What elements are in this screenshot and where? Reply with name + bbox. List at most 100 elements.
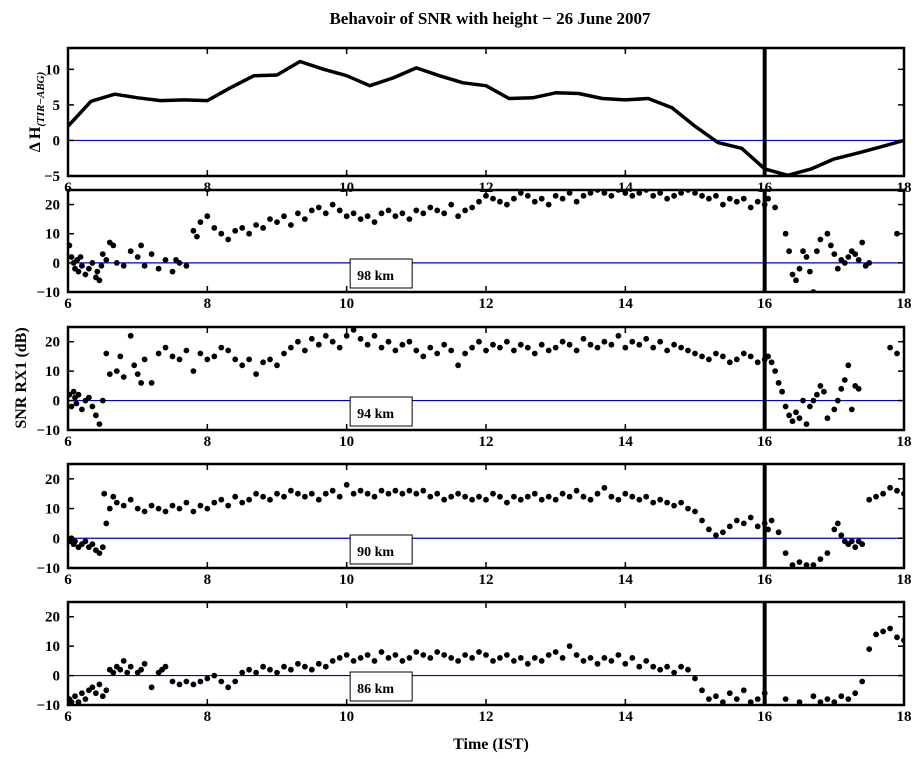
snr-data-point (176, 260, 183, 266)
top-panel-ylabel: Δ H(TIR−ABG) (27, 72, 47, 153)
snr-data-point (343, 213, 350, 220)
snr-data-point (246, 356, 253, 363)
snr-data-point (720, 529, 726, 536)
x-tick-label: 10 (339, 180, 354, 196)
snr-data-point (713, 532, 719, 539)
snr-data-point (225, 502, 232, 509)
snr-data-point (699, 192, 705, 199)
snr-data-point (490, 195, 496, 202)
snr-data-point (706, 356, 712, 363)
snr-data-point (511, 658, 517, 664)
snr-data-point (524, 493, 531, 500)
snr-data-point (587, 496, 594, 503)
snr-data-point (204, 356, 211, 363)
snr-data-point (768, 517, 775, 524)
snr-data-point (786, 412, 792, 419)
snr-data-point (155, 265, 162, 272)
snr-data-point (315, 660, 322, 667)
x-tick-label: 12 (479, 180, 494, 196)
snr-data-point (483, 652, 489, 658)
snr-data-point (873, 493, 879, 500)
snr-data-point (448, 347, 455, 354)
snr-data-point (72, 693, 78, 700)
x-tick-label: 6 (64, 296, 72, 312)
snr-data-point (288, 666, 294, 673)
snr-data-point (699, 517, 705, 524)
snr-data-point (79, 406, 85, 413)
x-tick-label: 16 (757, 709, 773, 725)
snr-data-point (747, 514, 754, 521)
x-tick-label: 12 (479, 296, 494, 312)
snr-data-point (817, 556, 824, 562)
snr-data-point (803, 254, 810, 260)
snr-data-point (657, 190, 664, 196)
snr-data-point (538, 195, 545, 202)
top-panel-ylabel-main: Δ H (27, 126, 44, 152)
snr-data-point (420, 487, 427, 494)
snr-data-point (855, 257, 862, 263)
snr-data-point (93, 412, 99, 419)
snr-data-point (267, 496, 273, 503)
snr-data-point (726, 690, 733, 697)
snr-data-point (573, 487, 580, 494)
snr-data-point (810, 693, 817, 700)
snr-data-point (531, 655, 538, 661)
snr-data-point (476, 338, 482, 345)
snr-data-point (817, 236, 824, 243)
snr-data-point (828, 242, 834, 249)
snr-data-point (608, 493, 615, 500)
y-tick-label: −10 (36, 698, 60, 714)
snr-data-point (274, 362, 280, 369)
snr-data-point (800, 397, 806, 404)
snr-data-point (399, 490, 406, 497)
snr-data-point (176, 505, 183, 512)
snr-data-point (89, 541, 96, 548)
x-tick-label: 14 (618, 434, 634, 450)
snr-data-point (866, 646, 873, 652)
snr-data-point (775, 529, 782, 536)
snr-data-point (650, 663, 657, 670)
snr-data-point (601, 190, 608, 196)
x-tick-label: 8 (204, 296, 212, 312)
y-tick-label: 0 (53, 394, 61, 410)
snr-data-point (678, 499, 684, 506)
snr-data-point (329, 201, 336, 208)
snr-data-point (622, 490, 629, 497)
snr-data-point (807, 403, 813, 410)
snr-data-point (796, 265, 803, 272)
snr-data-point (713, 350, 719, 357)
snr-data-point (671, 669, 677, 676)
snr-data-point (786, 248, 792, 255)
snr-data-point (183, 678, 190, 685)
snr-data-point (873, 631, 879, 638)
snr-data-point (75, 268, 82, 275)
snr-data-point (573, 347, 580, 354)
snr-data-point (190, 227, 197, 234)
snr-data-point (225, 236, 232, 243)
snr-data-point (699, 687, 705, 694)
snr-data-point (110, 242, 117, 249)
snr-data-point (455, 490, 461, 497)
snr-data-point (420, 652, 427, 658)
snr-data-point (197, 502, 204, 509)
snr-data-point (274, 490, 280, 497)
snr-data-point (267, 216, 273, 223)
x-tick-label: 14 (618, 180, 634, 196)
snr-data-point (434, 649, 441, 655)
snr-data-point (545, 201, 552, 208)
snr-data-point (427, 344, 434, 351)
snr-data-point (239, 669, 246, 676)
snr-data-point (524, 344, 531, 351)
snr-data-point (601, 338, 608, 345)
snr-data-point (110, 493, 117, 500)
snr-data-point (371, 219, 378, 226)
snr-data-point (894, 487, 900, 494)
snr-data-point (89, 260, 96, 266)
x-tick-label: 8 (204, 572, 212, 588)
snr-data-point (98, 262, 105, 269)
snr-data-point (880, 490, 886, 497)
snr-data-point (364, 341, 371, 348)
snr-data-point (204, 505, 211, 512)
snr-data-point (650, 499, 657, 506)
snr-data-point (657, 666, 664, 673)
